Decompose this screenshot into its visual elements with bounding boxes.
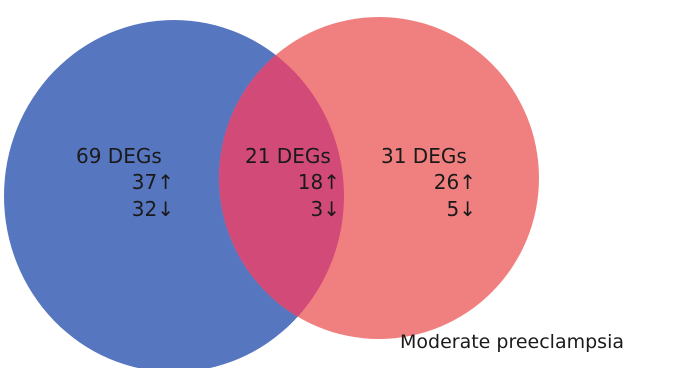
right-set-label: Moderate preeclampsia: [400, 331, 624, 353]
left-total-label: 69 DEGs: [76, 144, 162, 168]
overlap-up-count: 18↑: [298, 170, 340, 194]
overlap-down-count: 3↓: [311, 197, 340, 221]
overlap-total-label: 21 DEGs: [245, 144, 331, 168]
right-down-count: 5↓: [447, 197, 476, 221]
right-up-count: 26↑: [434, 170, 476, 194]
left-down-count: 32↓: [132, 197, 174, 221]
overlap-region: [219, 20, 344, 339]
left-up-count: 37↑: [132, 170, 174, 194]
right-total-label: 31 DEGs: [381, 144, 467, 168]
